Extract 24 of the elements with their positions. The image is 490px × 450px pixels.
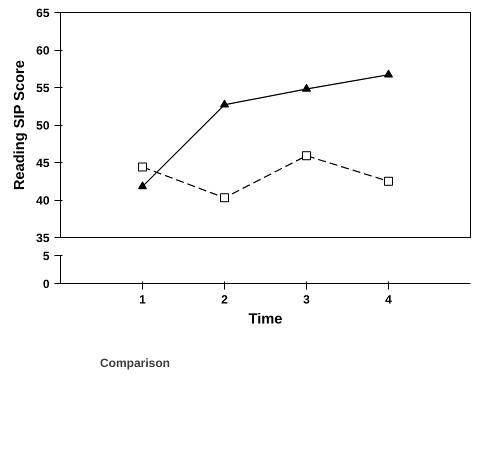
y-tick-label: 0: [42, 277, 50, 291]
y-tick-label: 40: [36, 194, 50, 208]
x-tick-label: 4: [385, 292, 392, 306]
y-tick-label: 55: [36, 81, 50, 95]
y-tick-label: 50: [36, 118, 50, 132]
text: Comparison: [100, 356, 170, 370]
y-axis-title: Reading SIP Score: [12, 60, 28, 190]
point: [302, 84, 311, 92]
y-tick-label: 35: [36, 231, 50, 245]
point: [138, 181, 147, 190]
point: [302, 151, 311, 160]
point: [138, 162, 147, 172]
point: [220, 193, 229, 202]
x-tick-label: 2: [221, 292, 228, 306]
point: [384, 70, 393, 78]
y-tick-label: 65: [36, 6, 50, 20]
y-tick-label: 5: [42, 249, 50, 263]
x-tick-label: 1: [139, 292, 146, 306]
x-axis-title: Time: [248, 312, 282, 328]
point: [220, 100, 229, 108]
y-tick-label: 60: [36, 44, 50, 58]
x-tick-label: 3: [303, 292, 310, 306]
y-tick-label: 45: [36, 156, 50, 170]
point: [384, 176, 393, 186]
